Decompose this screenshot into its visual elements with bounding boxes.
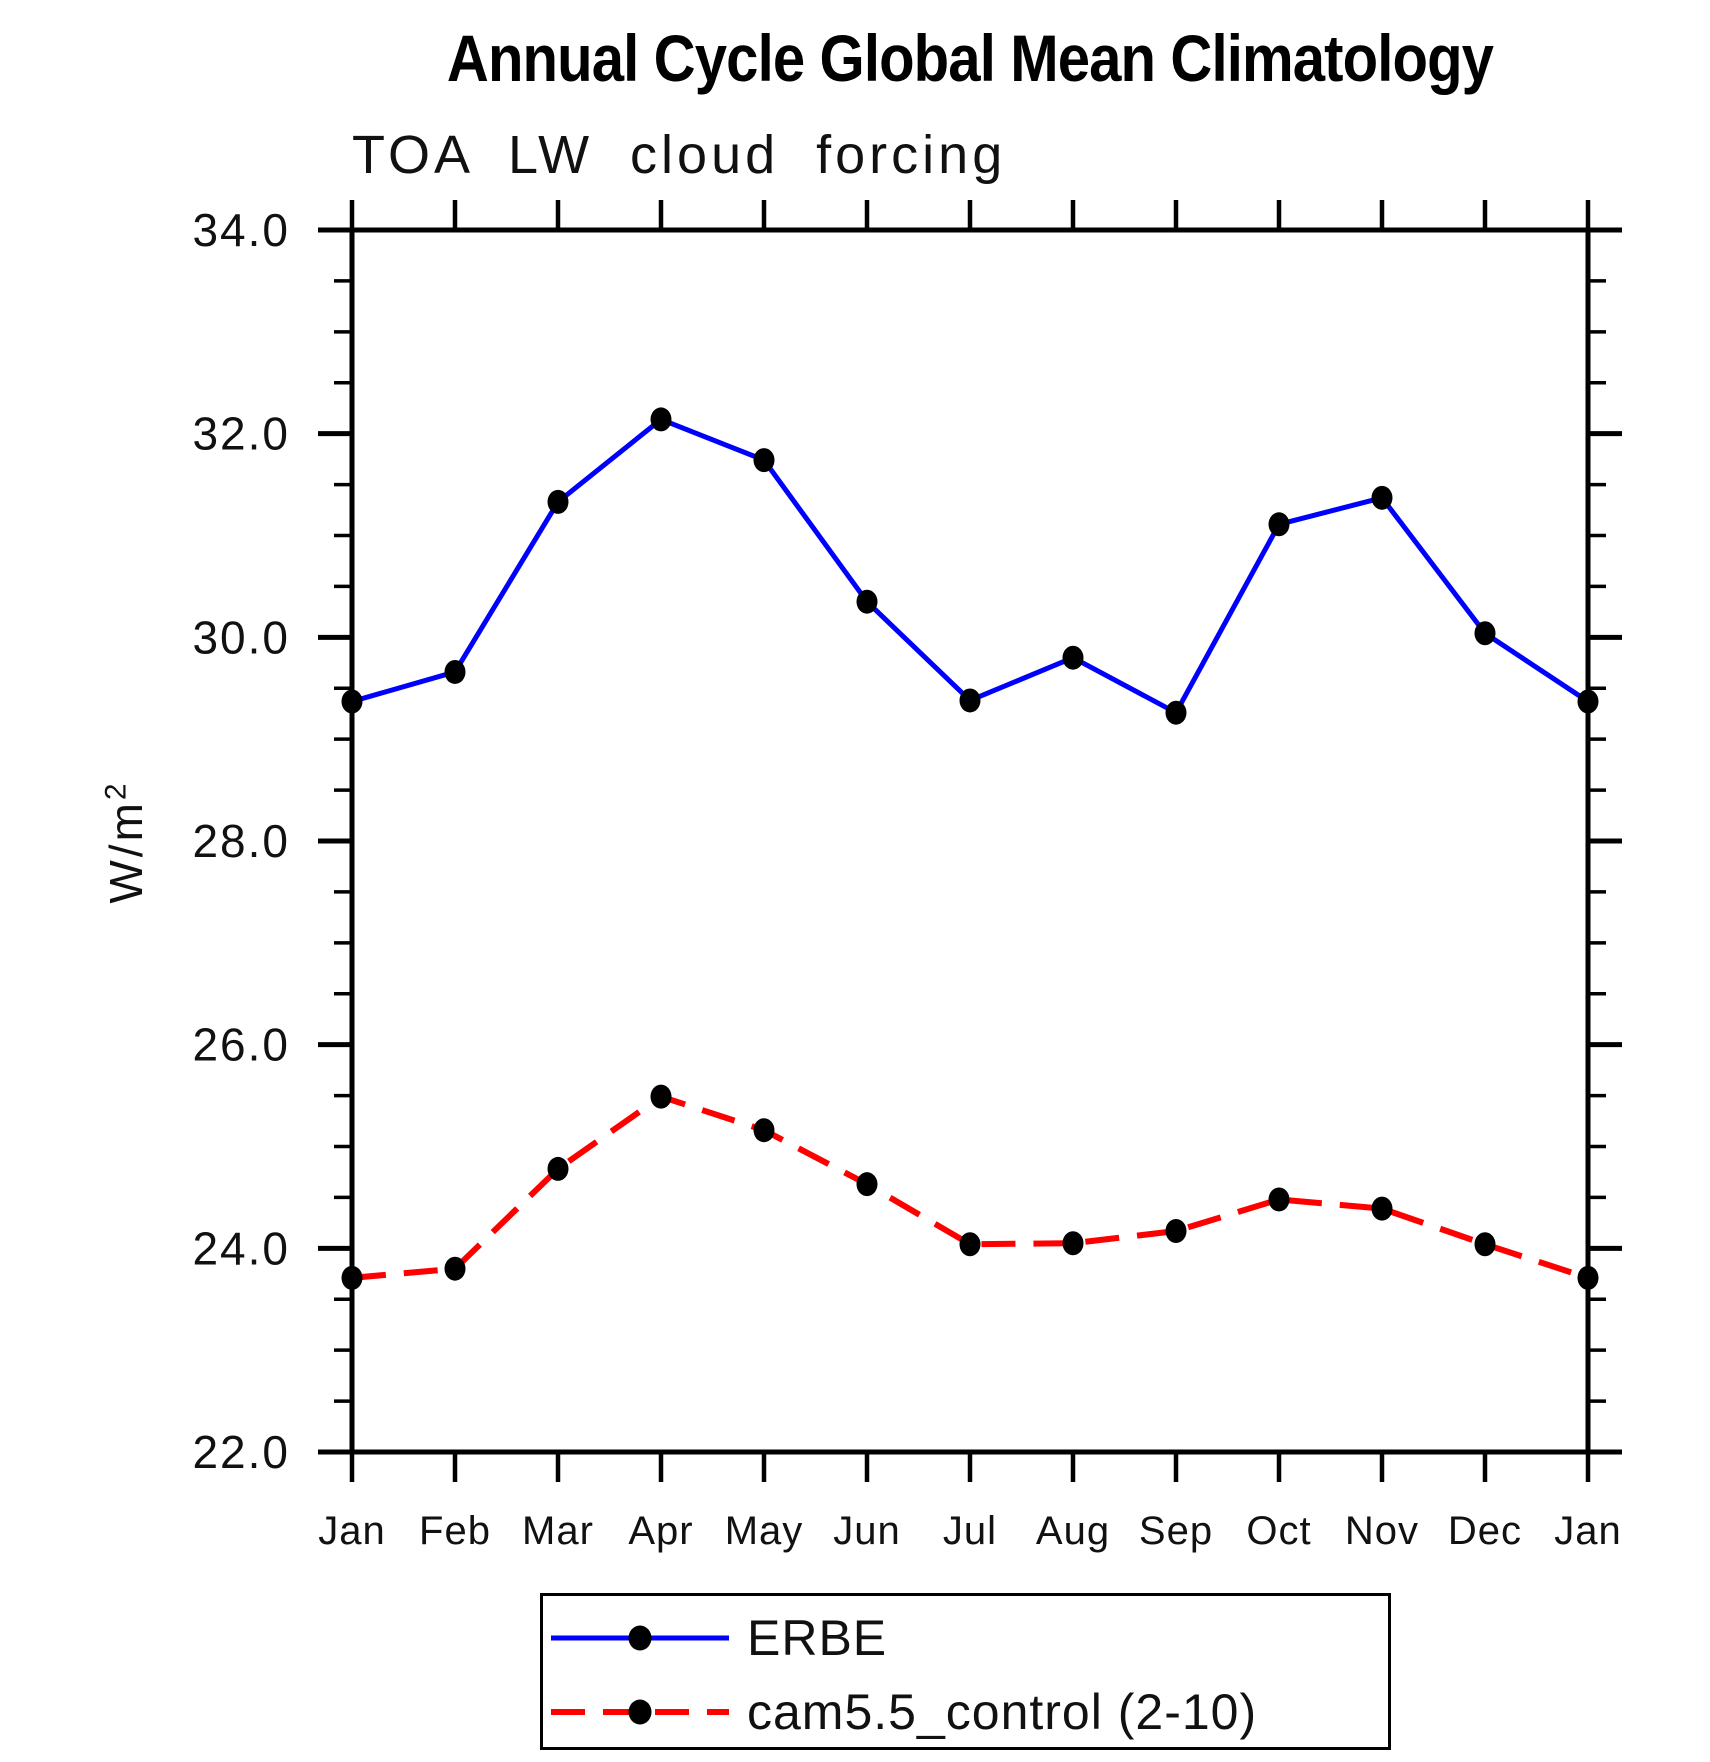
- x-axis-tick-label: Jul: [943, 1509, 997, 1553]
- data-point-marker: [1165, 700, 1187, 725]
- legend-sample-marker: [628, 1699, 652, 1725]
- data-point-marker: [650, 407, 672, 432]
- y-axis-tick-label: 22.0: [192, 1426, 290, 1478]
- x-axis-tick-label: Jun: [833, 1509, 901, 1553]
- data-point-marker: [959, 1232, 981, 1257]
- x-axis-tick-label: Sep: [1139, 1509, 1213, 1553]
- data-point-marker: [1371, 485, 1393, 510]
- data-point-marker: [547, 1156, 569, 1181]
- data-point-marker: [1062, 1231, 1084, 1256]
- data-point-marker: [1577, 689, 1599, 714]
- y-axis-tick-label: 24.0: [192, 1222, 290, 1274]
- data-point-marker: [444, 1256, 466, 1281]
- x-axis-tick-label: Aug: [1036, 1509, 1110, 1553]
- y-axis-tick-label: 30.0: [192, 611, 290, 663]
- legend-sample-marker: [628, 1625, 652, 1651]
- data-point-marker: [341, 689, 363, 714]
- y-axis-tick-label: 26.0: [192, 1019, 290, 1071]
- data-point-marker: [1371, 1196, 1393, 1221]
- data-point-marker: [1268, 1187, 1290, 1212]
- y-axis-tick-label: 32.0: [192, 408, 290, 460]
- data-point-marker: [341, 1265, 363, 1290]
- data-point-marker: [1474, 1232, 1496, 1257]
- legend-item-erbe: ERBE: [551, 1610, 887, 1666]
- data-point-marker: [444, 659, 466, 684]
- data-point-marker: [856, 1172, 878, 1197]
- data-point-marker: [1062, 645, 1084, 670]
- y-axis-tick-label: 34.0: [192, 204, 290, 256]
- data-point-marker: [959, 688, 981, 713]
- x-axis-tick-label: Feb: [419, 1509, 491, 1553]
- x-axis-tick-label: Jan: [1554, 1509, 1622, 1553]
- series-line-erbe: [351, 416, 1590, 716]
- data-point-marker: [650, 1084, 672, 1109]
- y-axis-tick-label: 28.0: [192, 815, 290, 867]
- x-axis-tick-label: Jan: [318, 1509, 386, 1553]
- data-point-marker: [753, 448, 775, 473]
- x-axis-tick-label: Nov: [1345, 1509, 1419, 1553]
- data-point-marker: [1165, 1219, 1187, 1244]
- x-axis-tick-label: Dec: [1448, 1509, 1522, 1553]
- x-axis-tick-label: Mar: [522, 1509, 594, 1553]
- data-point-marker: [753, 1118, 775, 1143]
- chart-title: Annual Cycle Global Mean Climatology: [446, 21, 1494, 95]
- legend: ERBE cam5.5_control (2-10): [540, 1593, 1391, 1750]
- legend-line-sample-erbe: [551, 1625, 729, 1651]
- data-point-marker: [547, 489, 569, 514]
- data-point-marker: [1577, 1265, 1599, 1290]
- data-point-marker: [1268, 512, 1290, 537]
- data-point-marker: [1474, 621, 1496, 646]
- legend-line-sample-cam55-control: [551, 1699, 729, 1725]
- x-axis-tick-label: Apr: [628, 1509, 693, 1553]
- plot-frame: [349, 227, 1591, 1455]
- x-axis-tick-label: May: [725, 1509, 804, 1553]
- chart-subtitle: TOA LW cloud forcing: [352, 125, 1007, 185]
- legend-item-cam55-control: cam5.5_control (2-10): [551, 1684, 1257, 1740]
- data-point-marker: [856, 589, 878, 614]
- x-axis-tick-label: Oct: [1246, 1509, 1311, 1553]
- legend-label-cam55-control: cam5.5_control (2-10): [747, 1684, 1258, 1740]
- legend-label-erbe: ERBE: [747, 1610, 888, 1666]
